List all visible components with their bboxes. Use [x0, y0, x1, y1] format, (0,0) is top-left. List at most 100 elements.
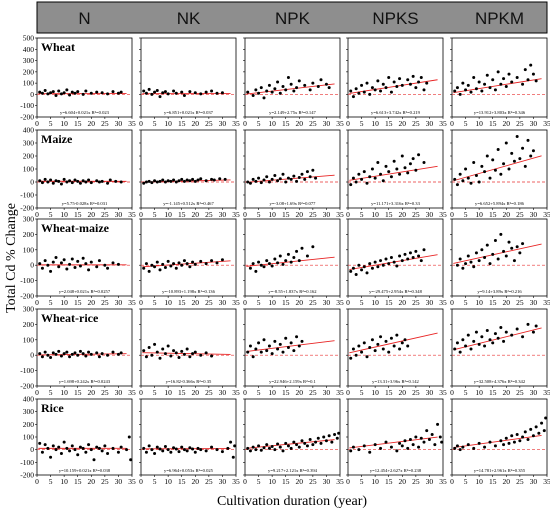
data-point: [483, 445, 487, 449]
data-point: [373, 260, 377, 264]
data-point: [95, 90, 99, 94]
data-point: [488, 176, 492, 180]
data-point: [95, 179, 99, 183]
x-tick-label: 30: [426, 119, 434, 128]
data-point: [87, 350, 91, 354]
x-tick-label: 25: [205, 210, 213, 219]
x-tick-label: 20: [296, 210, 304, 219]
x-tick-label: 10: [371, 298, 379, 307]
data-point: [59, 261, 63, 265]
data-point: [406, 344, 410, 348]
data-point: [111, 90, 115, 94]
data-point: [161, 347, 165, 351]
data-point: [226, 446, 230, 450]
data-point: [89, 352, 93, 356]
data-point: [196, 178, 200, 182]
data-point: [265, 349, 269, 353]
data-point: [174, 447, 178, 451]
data-point: [319, 78, 323, 82]
data-point: [295, 86, 299, 90]
y-tick-label: 400: [23, 45, 35, 54]
data-point: [70, 90, 74, 94]
data-point: [193, 450, 197, 454]
x-tick-label: 10: [60, 388, 68, 397]
data-point: [349, 89, 353, 93]
data-point: [379, 446, 383, 450]
panel-frame: [244, 308, 341, 387]
data-point: [68, 449, 72, 453]
x-tick-label: 5: [153, 477, 157, 486]
panel-frame: [36, 37, 133, 118]
x-tick-label: 35: [232, 210, 240, 219]
x-tick-label: 35: [543, 119, 550, 128]
data-point: [365, 355, 369, 359]
data-point: [518, 157, 522, 161]
x-tick-label: 15: [282, 210, 290, 219]
data-point: [333, 432, 337, 436]
data-point: [370, 86, 374, 90]
data-point: [49, 269, 53, 273]
data-point: [51, 260, 55, 264]
data-point: [161, 91, 165, 95]
regression-equation: y=5.75-0.028x R²=0.031: [62, 201, 108, 206]
data-point: [106, 181, 110, 185]
regression-equation: y=2.149+2.75x R²=0.147: [269, 110, 316, 115]
x-tick-label: 0: [35, 477, 39, 486]
data-point: [267, 344, 271, 348]
data-point: [414, 168, 418, 172]
data-point: [461, 445, 465, 449]
data-point: [510, 434, 514, 438]
data-point: [387, 350, 391, 354]
y-tick-label: 300: [23, 139, 35, 148]
data-point: [278, 254, 282, 258]
panel-wheat-rice-nk: 0 5 10 15 20 25 30 35 y=16.82-0.366x R²=0.35: [139, 308, 240, 397]
x-tick-label: 5: [49, 298, 53, 307]
data-point: [76, 90, 80, 94]
data-point: [81, 256, 85, 260]
regression-equation: y=6.613+3.742x R²=0.219: [371, 110, 421, 115]
row-title: Maize: [41, 132, 73, 146]
data-point: [362, 341, 366, 345]
data-point: [515, 327, 519, 331]
data-point: [78, 445, 82, 449]
panel-wheat-maize-npkm: 0 5 10 15 20 25 30 35 y=9.14+3.89x R²=0.216: [450, 218, 550, 307]
data-point: [422, 88, 426, 92]
column-header-n: N: [78, 9, 90, 28]
x-tick-label: 5: [464, 119, 468, 128]
x-tick-label: 0: [243, 477, 247, 486]
regression-equation: y=13.31+3.96x R²=0.142: [372, 379, 419, 384]
column-header-npks: NPKS: [372, 9, 418, 28]
data-point: [507, 240, 511, 244]
data-point: [46, 353, 50, 357]
x-tick-label: 15: [385, 477, 393, 486]
data-point: [220, 450, 224, 454]
data-point: [265, 175, 269, 179]
row-title: Rice: [41, 401, 64, 415]
panel-frame: [451, 308, 548, 387]
x-tick-label: 35: [336, 210, 344, 219]
x-tick-label: 20: [399, 477, 407, 486]
y-tick-label: -200: [20, 204, 34, 213]
data-point: [57, 179, 61, 183]
data-point: [51, 444, 55, 448]
x-tick-label: 20: [88, 119, 96, 128]
x-tick-label: 25: [101, 119, 109, 128]
x-tick-label: 15: [74, 210, 82, 219]
x-tick-label: 10: [371, 388, 379, 397]
data-point: [529, 427, 533, 431]
x-tick-label: 5: [464, 388, 468, 397]
y-tick-label: 300: [23, 407, 35, 416]
data-point: [144, 355, 148, 359]
data-point: [188, 179, 192, 183]
data-point: [180, 263, 184, 267]
data-point: [300, 339, 304, 343]
x-tick-label: 10: [164, 477, 172, 486]
y-tick-label: -100: [20, 276, 34, 285]
data-point: [395, 449, 399, 453]
data-point: [257, 176, 261, 180]
x-tick-label: 35: [543, 477, 550, 486]
data-point: [389, 175, 393, 179]
data-point: [504, 436, 508, 440]
data-point: [46, 92, 50, 96]
data-point: [172, 178, 176, 182]
